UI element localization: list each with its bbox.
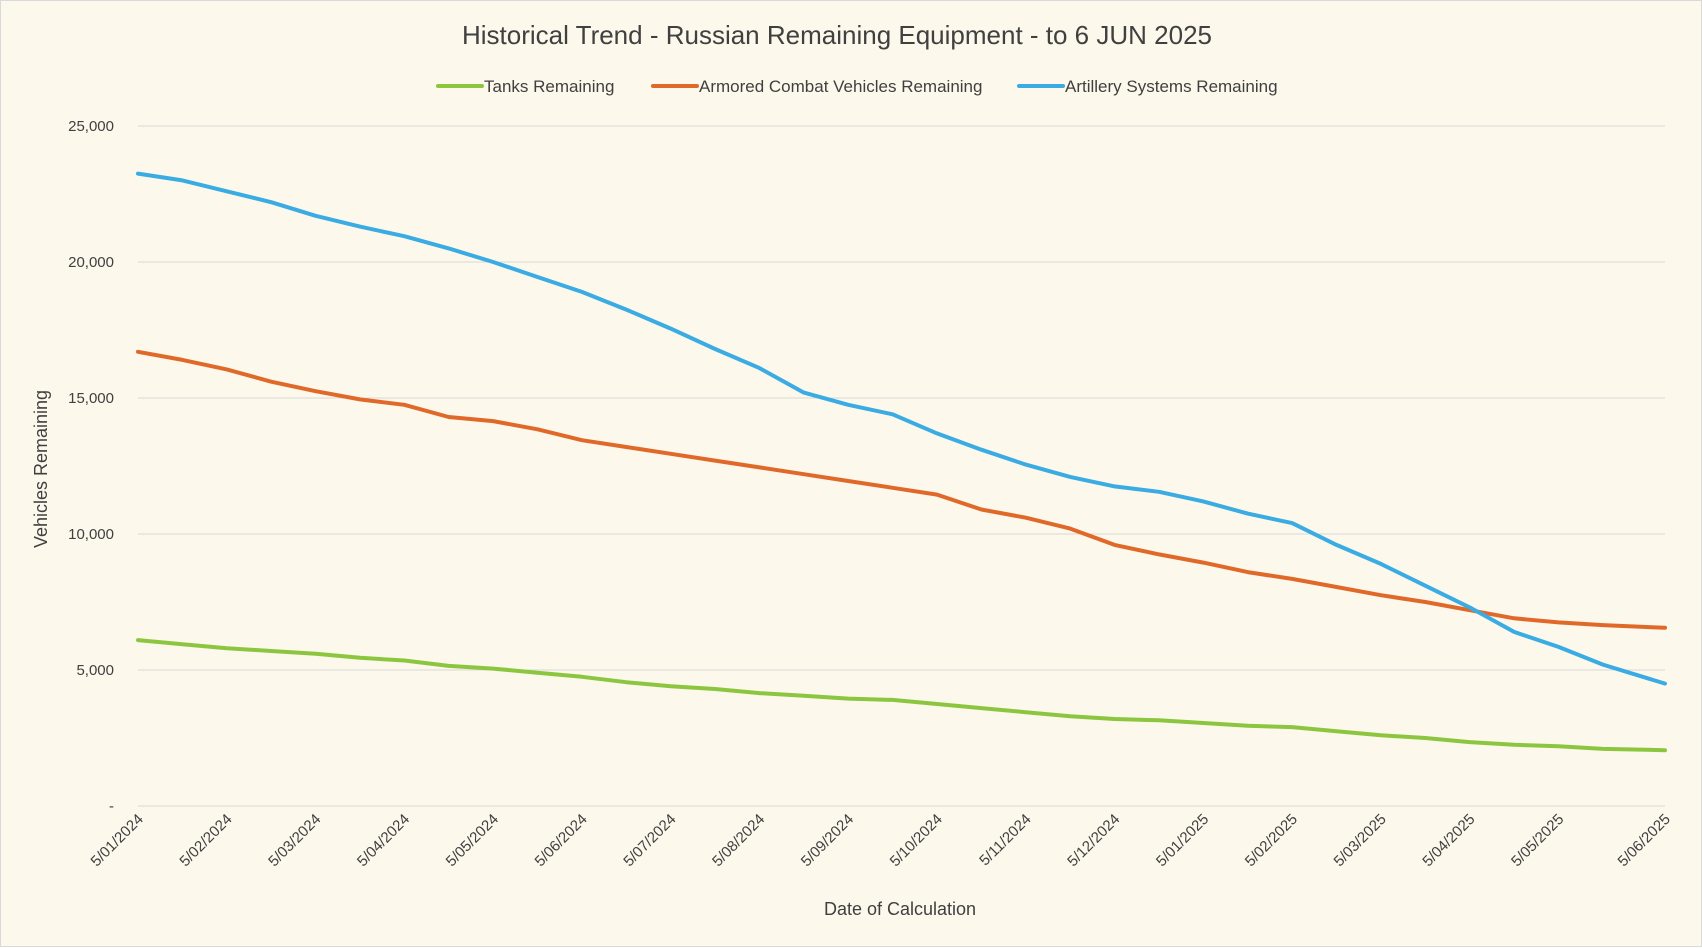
y-tick-label: 15,000 [68,390,114,407]
y-tick-label: 25,000 [68,118,114,135]
y-axis-title: Vehicles Remaining [31,390,51,548]
x-tick-label: 5/05/2024 [443,811,502,870]
x-tick-label: 5/12/2024 [1064,811,1123,870]
x-tick-label: 5/04/2025 [1419,811,1478,870]
x-tick-label: 5/01/2024 [88,811,147,870]
legend-label: Artillery Systems Remaining [1065,77,1278,96]
x-tick-label: 5/02/2025 [1242,811,1301,870]
y-tick-label: 10,000 [68,526,114,543]
x-axis-ticks: 5/01/2024 5/02/2024 5/03/2024 5/04/2024 5/05… [88,811,1674,870]
series-line-artillery-systems-remaining [136,171,1667,686]
x-axis-title: Date of Calculation [824,899,976,919]
series-lines [136,171,1667,753]
series-line-armored-combat-vehicles-remaining [136,349,1667,630]
x-tick-label: 5/08/2024 [709,811,768,870]
x-tick-label: 5/11/2024 [976,811,1034,869]
x-tick-label: 5/06/2025 [1615,811,1674,870]
y-tick-label: - [109,798,114,815]
x-tick-label: 5/09/2024 [798,811,857,870]
x-tick-label: 5/03/2024 [265,811,324,870]
y-tick-label: 5,000 [76,662,114,679]
x-tick-label: 5/01/2025 [1153,811,1212,870]
x-tick-label: 5/07/2024 [620,811,679,870]
x-tick-label: 5/03/2025 [1331,811,1390,870]
y-tick-label: 20,000 [68,254,114,271]
chart-title: Historical Trend - Russian Remaining Equ… [462,20,1212,50]
x-tick-label: 5/02/2024 [176,811,235,870]
x-tick-label: 5/10/2024 [887,811,946,870]
x-tick-label: 5/06/2024 [532,811,591,870]
y-axis-ticks: - 5,000 10,000 15,000 20,000 25,000 [68,118,114,815]
legend: Tanks Remaining Armored Combat Vehicles R… [436,77,1278,96]
series-line-tanks-remaining [136,638,1667,753]
x-tick-label: 5/05/2025 [1508,811,1567,870]
legend-label: Tanks Remaining [484,77,614,96]
grid-lines [138,125,1665,807]
legend-label: Armored Combat Vehicles Remaining [699,77,982,96]
x-tick-label: 5/04/2024 [354,811,413,870]
